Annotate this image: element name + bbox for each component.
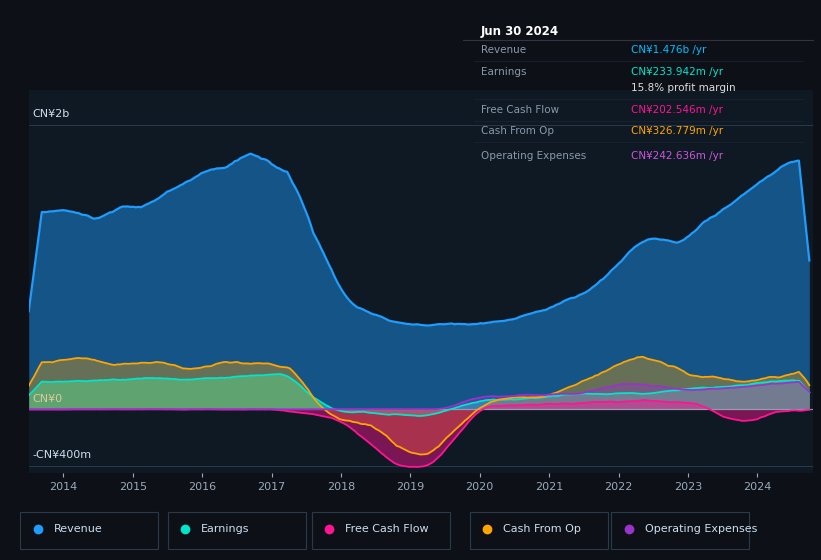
- Bar: [21, 512, 158, 549]
- Text: Operating Expenses: Operating Expenses: [480, 151, 586, 161]
- Text: CN¥233.942m /yr: CN¥233.942m /yr: [631, 67, 723, 77]
- Text: Free Cash Flow: Free Cash Flow: [480, 105, 559, 115]
- Text: Cash From Op: Cash From Op: [502, 524, 580, 534]
- Text: Revenue: Revenue: [480, 45, 525, 55]
- Bar: [167, 512, 305, 549]
- Text: Jun 30 2024: Jun 30 2024: [480, 25, 559, 38]
- Text: CN¥1.476b /yr: CN¥1.476b /yr: [631, 45, 707, 55]
- Text: Earnings: Earnings: [480, 67, 526, 77]
- Text: Cash From Op: Cash From Op: [480, 127, 553, 136]
- Text: CN¥202.546m /yr: CN¥202.546m /yr: [631, 105, 723, 115]
- Text: 15.8% profit margin: 15.8% profit margin: [631, 83, 736, 94]
- Text: Free Cash Flow: Free Cash Flow: [345, 524, 429, 534]
- Text: CN¥242.636m /yr: CN¥242.636m /yr: [631, 151, 723, 161]
- Text: Earnings: Earnings: [201, 524, 250, 534]
- Bar: [312, 512, 450, 549]
- Text: Revenue: Revenue: [53, 524, 102, 534]
- Text: Operating Expenses: Operating Expenses: [644, 524, 757, 534]
- Text: CN¥326.779m /yr: CN¥326.779m /yr: [631, 127, 723, 136]
- Bar: [470, 512, 608, 549]
- Text: CN¥0: CN¥0: [32, 394, 62, 404]
- Text: CN¥2b: CN¥2b: [32, 109, 70, 119]
- Text: -CN¥400m: -CN¥400m: [32, 450, 91, 460]
- Bar: [612, 512, 750, 549]
